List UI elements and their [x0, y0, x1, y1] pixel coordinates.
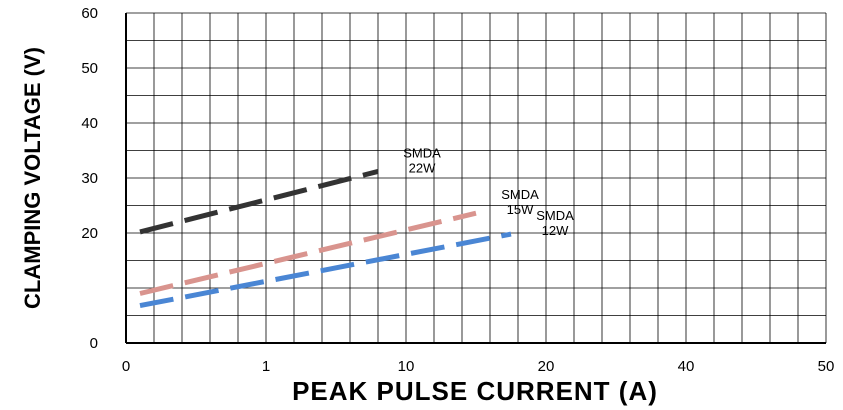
tick-labels: 0 1 10 20 40 50 0 20 30 40 50 60: [81, 5, 834, 375]
x-tick-label: 20: [538, 358, 555, 375]
series-label: SMDA: [403, 145, 441, 160]
series-label: SMDA: [501, 187, 539, 202]
y-tick-label: 60: [81, 5, 98, 22]
x-tick-label: 50: [818, 358, 835, 375]
y-tick-label: 40: [81, 115, 98, 132]
series-label: SMDA: [536, 208, 574, 223]
y-axis-title: CLAMPING VOLTAGE (V): [20, 47, 45, 309]
series-line: [139, 231, 512, 309]
series-label: 12W: [542, 223, 569, 238]
series-line: [139, 210, 477, 296]
series-label: 15W: [507, 202, 534, 217]
x-tick-label: 10: [398, 358, 415, 375]
x-tick-label: 40: [678, 358, 695, 375]
y-tick-label: 30: [81, 170, 98, 187]
x-tick-label: 0: [122, 358, 130, 375]
x-axis-title: PEAK PULSE CURRENT (A): [292, 376, 658, 406]
grid: [125, 12, 827, 344]
y-tick-label: 50: [81, 60, 98, 77]
axes: [125, 13, 826, 344]
y-tick-label: 20: [81, 225, 98, 242]
y-tick-label: 0: [90, 335, 98, 352]
series-label: 22W: [409, 160, 436, 175]
series-line: [139, 168, 379, 235]
x-tick-label: 1: [262, 358, 270, 375]
series-lines: [139, 168, 512, 309]
